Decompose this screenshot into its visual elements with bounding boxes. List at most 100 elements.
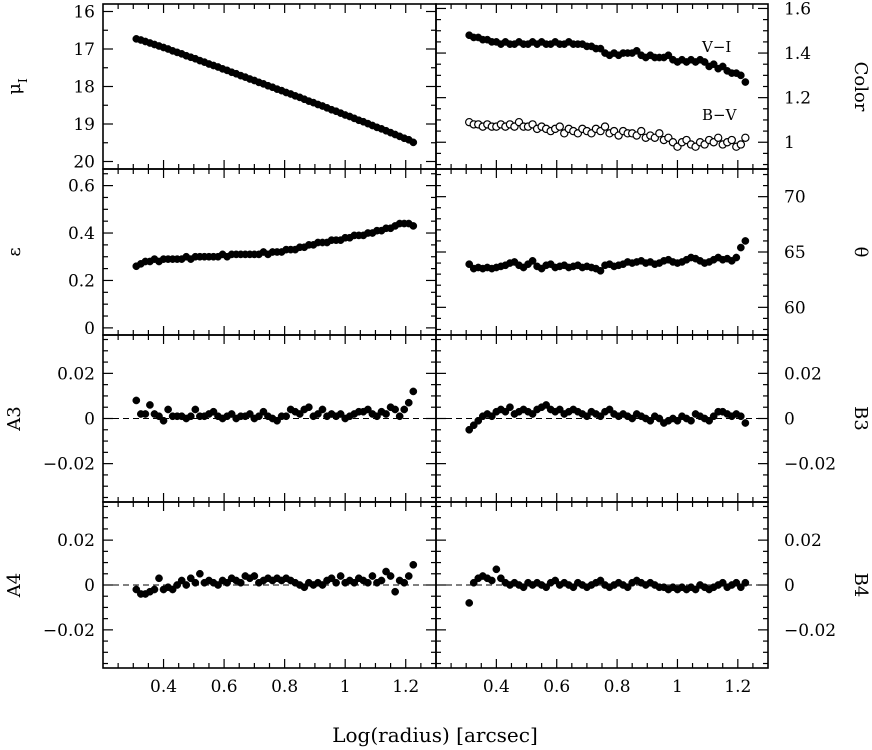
data-point <box>736 140 746 149</box>
y-tick-label: −0.02 <box>43 455 95 475</box>
y-axis-title-subscript: I <box>16 78 30 83</box>
panel-color: 1 1.2 1.4 1.6 Color V−I B−V <box>435 0 871 170</box>
y-tick-label: −0.02 <box>43 621 95 641</box>
x-tick-label: 0.4 <box>150 677 177 697</box>
y-tick-label: 0.02 <box>57 531 95 551</box>
data-point <box>727 135 736 145</box>
data-point <box>382 410 390 418</box>
data-point <box>741 578 750 587</box>
data-point <box>295 410 304 418</box>
data-point <box>245 410 254 418</box>
data-point <box>637 126 646 136</box>
data-point <box>146 401 154 409</box>
data-point <box>386 572 395 580</box>
panel-A3: 0.02 0 −0.02 A3 <box>4 334 437 503</box>
data-point <box>736 243 745 252</box>
x-tick-label: 0.8 <box>271 677 298 697</box>
y-axis-title: B3 <box>850 406 871 431</box>
y-tick-label: 70 <box>784 188 806 208</box>
y-tick-label: 1.6 <box>784 0 811 19</box>
y-tick-label: −0.02 <box>784 621 836 641</box>
data-point <box>255 412 263 421</box>
data-point <box>282 412 290 421</box>
y-tick-label: 60 <box>784 298 806 318</box>
y-tick-label: 1.4 <box>784 44 811 64</box>
data-point <box>404 398 413 407</box>
y-axis-title: B4 <box>850 573 871 598</box>
data-point <box>191 578 200 587</box>
y-axis-title: A4 <box>4 573 25 598</box>
y-tick-label: 0 <box>784 576 795 596</box>
data-point <box>409 138 418 147</box>
y-tick-label: 20 <box>73 153 95 173</box>
data-point <box>377 576 386 585</box>
data-point <box>336 410 345 418</box>
x-tick-label: 1.2 <box>392 677 419 697</box>
data-point <box>164 405 172 414</box>
data-point <box>314 410 322 418</box>
x-tick-label: 1 <box>340 677 351 697</box>
y-tick-label: 0.02 <box>784 364 822 384</box>
data-point <box>250 572 259 580</box>
data-point <box>395 412 404 421</box>
data-point <box>336 572 345 580</box>
y-tick-label: 0 <box>84 576 95 596</box>
data-point <box>159 416 168 425</box>
y-tick-label: −0.02 <box>784 455 836 475</box>
y-axis-title: ε <box>4 247 25 256</box>
data-point <box>465 599 474 607</box>
data-point <box>182 581 191 589</box>
y-tick-label: 16 <box>73 3 95 23</box>
y-tick-label: 0 <box>784 410 795 430</box>
panel-A4: 0.02 0 −0.02 A4 0.4 0.6 0.8 1 1.2 <box>4 501 437 697</box>
data-point <box>150 585 159 594</box>
x-tick-label: 1 <box>672 677 683 697</box>
data-point <box>741 78 750 86</box>
data-point <box>191 405 200 414</box>
y-tick-label: 0 <box>84 319 95 339</box>
y-tick-label: 0.2 <box>68 271 95 291</box>
x-tick-label: 0.6 <box>211 677 238 697</box>
data-point <box>741 419 750 427</box>
y-axis-title: A3 <box>4 406 25 431</box>
panel-frame <box>435 168 769 336</box>
data-point <box>409 560 418 569</box>
data-point <box>273 416 281 425</box>
series-label: B−V <box>702 106 738 124</box>
data-point <box>655 129 664 138</box>
data-point <box>332 578 340 587</box>
panel-theta: 60 65 70 θ <box>435 168 871 336</box>
data-point <box>487 576 496 585</box>
data-point <box>555 122 564 131</box>
data-point <box>400 578 409 587</box>
data-point <box>400 405 409 414</box>
data-point <box>132 396 141 405</box>
panel-frame <box>435 3 769 170</box>
data-point <box>373 412 381 421</box>
data-point <box>141 410 150 418</box>
y-tick-label: 1.2 <box>784 89 811 109</box>
y-tick-label: 17 <box>73 40 95 60</box>
panels-layer: 16 17 18 19 20 μI 1 1.2 1.4 1.6 Color V−I B−V 0 0.2 0.4… <box>4 0 871 697</box>
y-axis-title: θ <box>850 247 871 258</box>
data-point <box>368 572 377 580</box>
y-tick-label: 0.02 <box>784 531 822 551</box>
x-axis-title: Log(radius) [arcsec] <box>332 723 538 747</box>
data-point <box>506 403 514 412</box>
data-point <box>409 387 418 396</box>
data-point <box>391 587 399 596</box>
data-point <box>409 222 418 230</box>
y-axis-title: μI <box>4 78 30 95</box>
data-point <box>236 578 245 587</box>
y-tick-label: 0 <box>84 410 95 430</box>
data-point <box>732 253 741 262</box>
x-tick-label: 1.2 <box>724 677 751 697</box>
y-tick-label: 65 <box>784 243 806 263</box>
data-point <box>391 405 399 414</box>
y-tick-label: 1 <box>784 133 795 153</box>
y-tick-label: 0.4 <box>68 224 95 244</box>
data-point <box>736 412 745 421</box>
data-point <box>404 572 413 580</box>
panel-epsilon: 0 0.2 0.4 0.6 ε <box>4 168 437 339</box>
data-point <box>305 403 313 412</box>
